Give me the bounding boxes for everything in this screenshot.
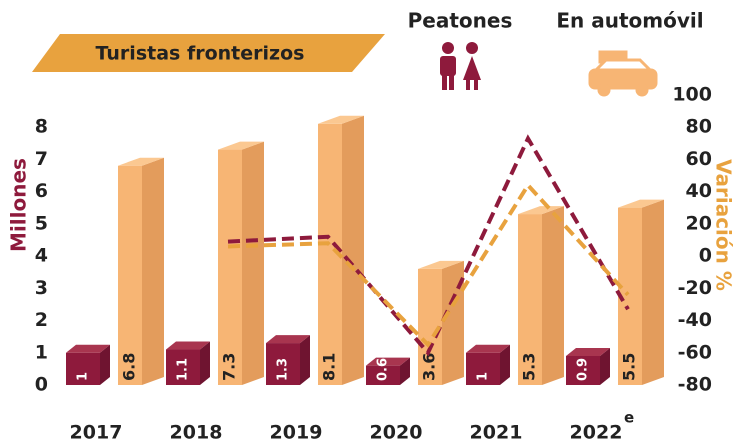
y2-tick-label: -60: [678, 341, 712, 363]
y-tick-label: 5: [35, 212, 48, 234]
bar: [518, 214, 542, 385]
y2-tick-label: 60: [686, 148, 712, 170]
bar-side: [142, 157, 164, 385]
bar-top: [318, 115, 364, 124]
y2-tick-label: -80: [678, 374, 712, 396]
y-axis-title: Millones: [7, 158, 31, 252]
y-tick-label: 3: [35, 277, 48, 299]
x-tick-label: 2021: [470, 422, 523, 444]
y2-axis-title: Variación %: [712, 159, 736, 291]
x-tick-label: 2022: [570, 422, 623, 444]
y2-tick-label: 20: [686, 212, 712, 234]
bar: [366, 365, 400, 385]
data-label: 5.3: [520, 353, 539, 381]
data-label: 8.1: [320, 353, 339, 381]
bar-side: [100, 344, 110, 385]
bar-side: [442, 260, 464, 385]
data-label: 6.8: [120, 353, 139, 381]
bar: [218, 149, 242, 385]
bar-top: [566, 347, 610, 356]
data-label: 5.5: [620, 353, 639, 381]
bar: [566, 355, 600, 385]
bar: [66, 352, 100, 385]
bar-top: [266, 335, 310, 344]
bar-top: [466, 344, 510, 353]
legend-label: Peatones: [408, 9, 513, 33]
bar-top: [166, 341, 210, 350]
bar: [118, 165, 142, 385]
variation-line: [227, 134, 630, 357]
variation-line: [227, 181, 630, 348]
bar-side: [500, 344, 510, 385]
y-tick-label: 6: [35, 180, 48, 202]
bar: [466, 352, 500, 385]
data-label: 7.3: [220, 353, 239, 381]
bar-top: [518, 206, 564, 215]
bar-side: [300, 335, 310, 385]
bar-top: [66, 344, 110, 353]
x-tick-label: 2017: [70, 422, 123, 444]
y-tick-label: 0: [35, 374, 48, 396]
y-tick-label: 1: [35, 341, 48, 363]
bar-side: [600, 347, 610, 385]
y2-tick-label: -20: [678, 277, 712, 299]
bar-side: [642, 199, 664, 385]
y-tick-label: 7: [35, 148, 48, 170]
legend-icon: [440, 42, 481, 90]
title-banner: [32, 34, 385, 72]
data-label: 1.3: [276, 358, 291, 381]
bar-side: [400, 357, 410, 385]
bar: [166, 349, 200, 385]
data-label: 1: [476, 372, 491, 381]
x-tick-label: 2019: [270, 422, 323, 444]
y-tick-label: 4: [35, 245, 48, 267]
chart-title: Turistas fronterizos: [96, 43, 305, 65]
y2-tick-label: 80: [686, 116, 712, 138]
legend-icon: [588, 50, 658, 97]
bar-top: [218, 141, 264, 150]
y2-tick-label: 40: [686, 180, 712, 202]
bar-top: [118, 157, 164, 166]
legend-label: En automóvil: [556, 9, 703, 33]
x-tick-label: 2020: [370, 422, 423, 444]
y2-tick-label: 100: [672, 84, 712, 106]
bar-top: [418, 260, 464, 269]
data-label: 0.6: [376, 358, 391, 381]
y-tick-label: 2: [35, 309, 48, 331]
x-tick-label: 2018: [170, 422, 223, 444]
data-label: 1.1: [176, 358, 191, 381]
bar-side: [542, 206, 564, 385]
y-tick-label: 8: [35, 116, 48, 138]
data-label: 0.9: [576, 358, 591, 381]
bar-top: [618, 199, 664, 208]
bar-side: [242, 141, 264, 385]
y2-tick-label: 0: [699, 245, 712, 267]
bar-side: [342, 115, 364, 386]
x-tick-note: e: [624, 409, 634, 427]
data-label: 3.6: [420, 353, 439, 381]
bar-top: [366, 357, 410, 366]
bar: [266, 343, 300, 385]
data-label: 1: [76, 372, 91, 381]
y2-tick-label: -40: [678, 309, 712, 331]
bar-side: [200, 341, 210, 385]
